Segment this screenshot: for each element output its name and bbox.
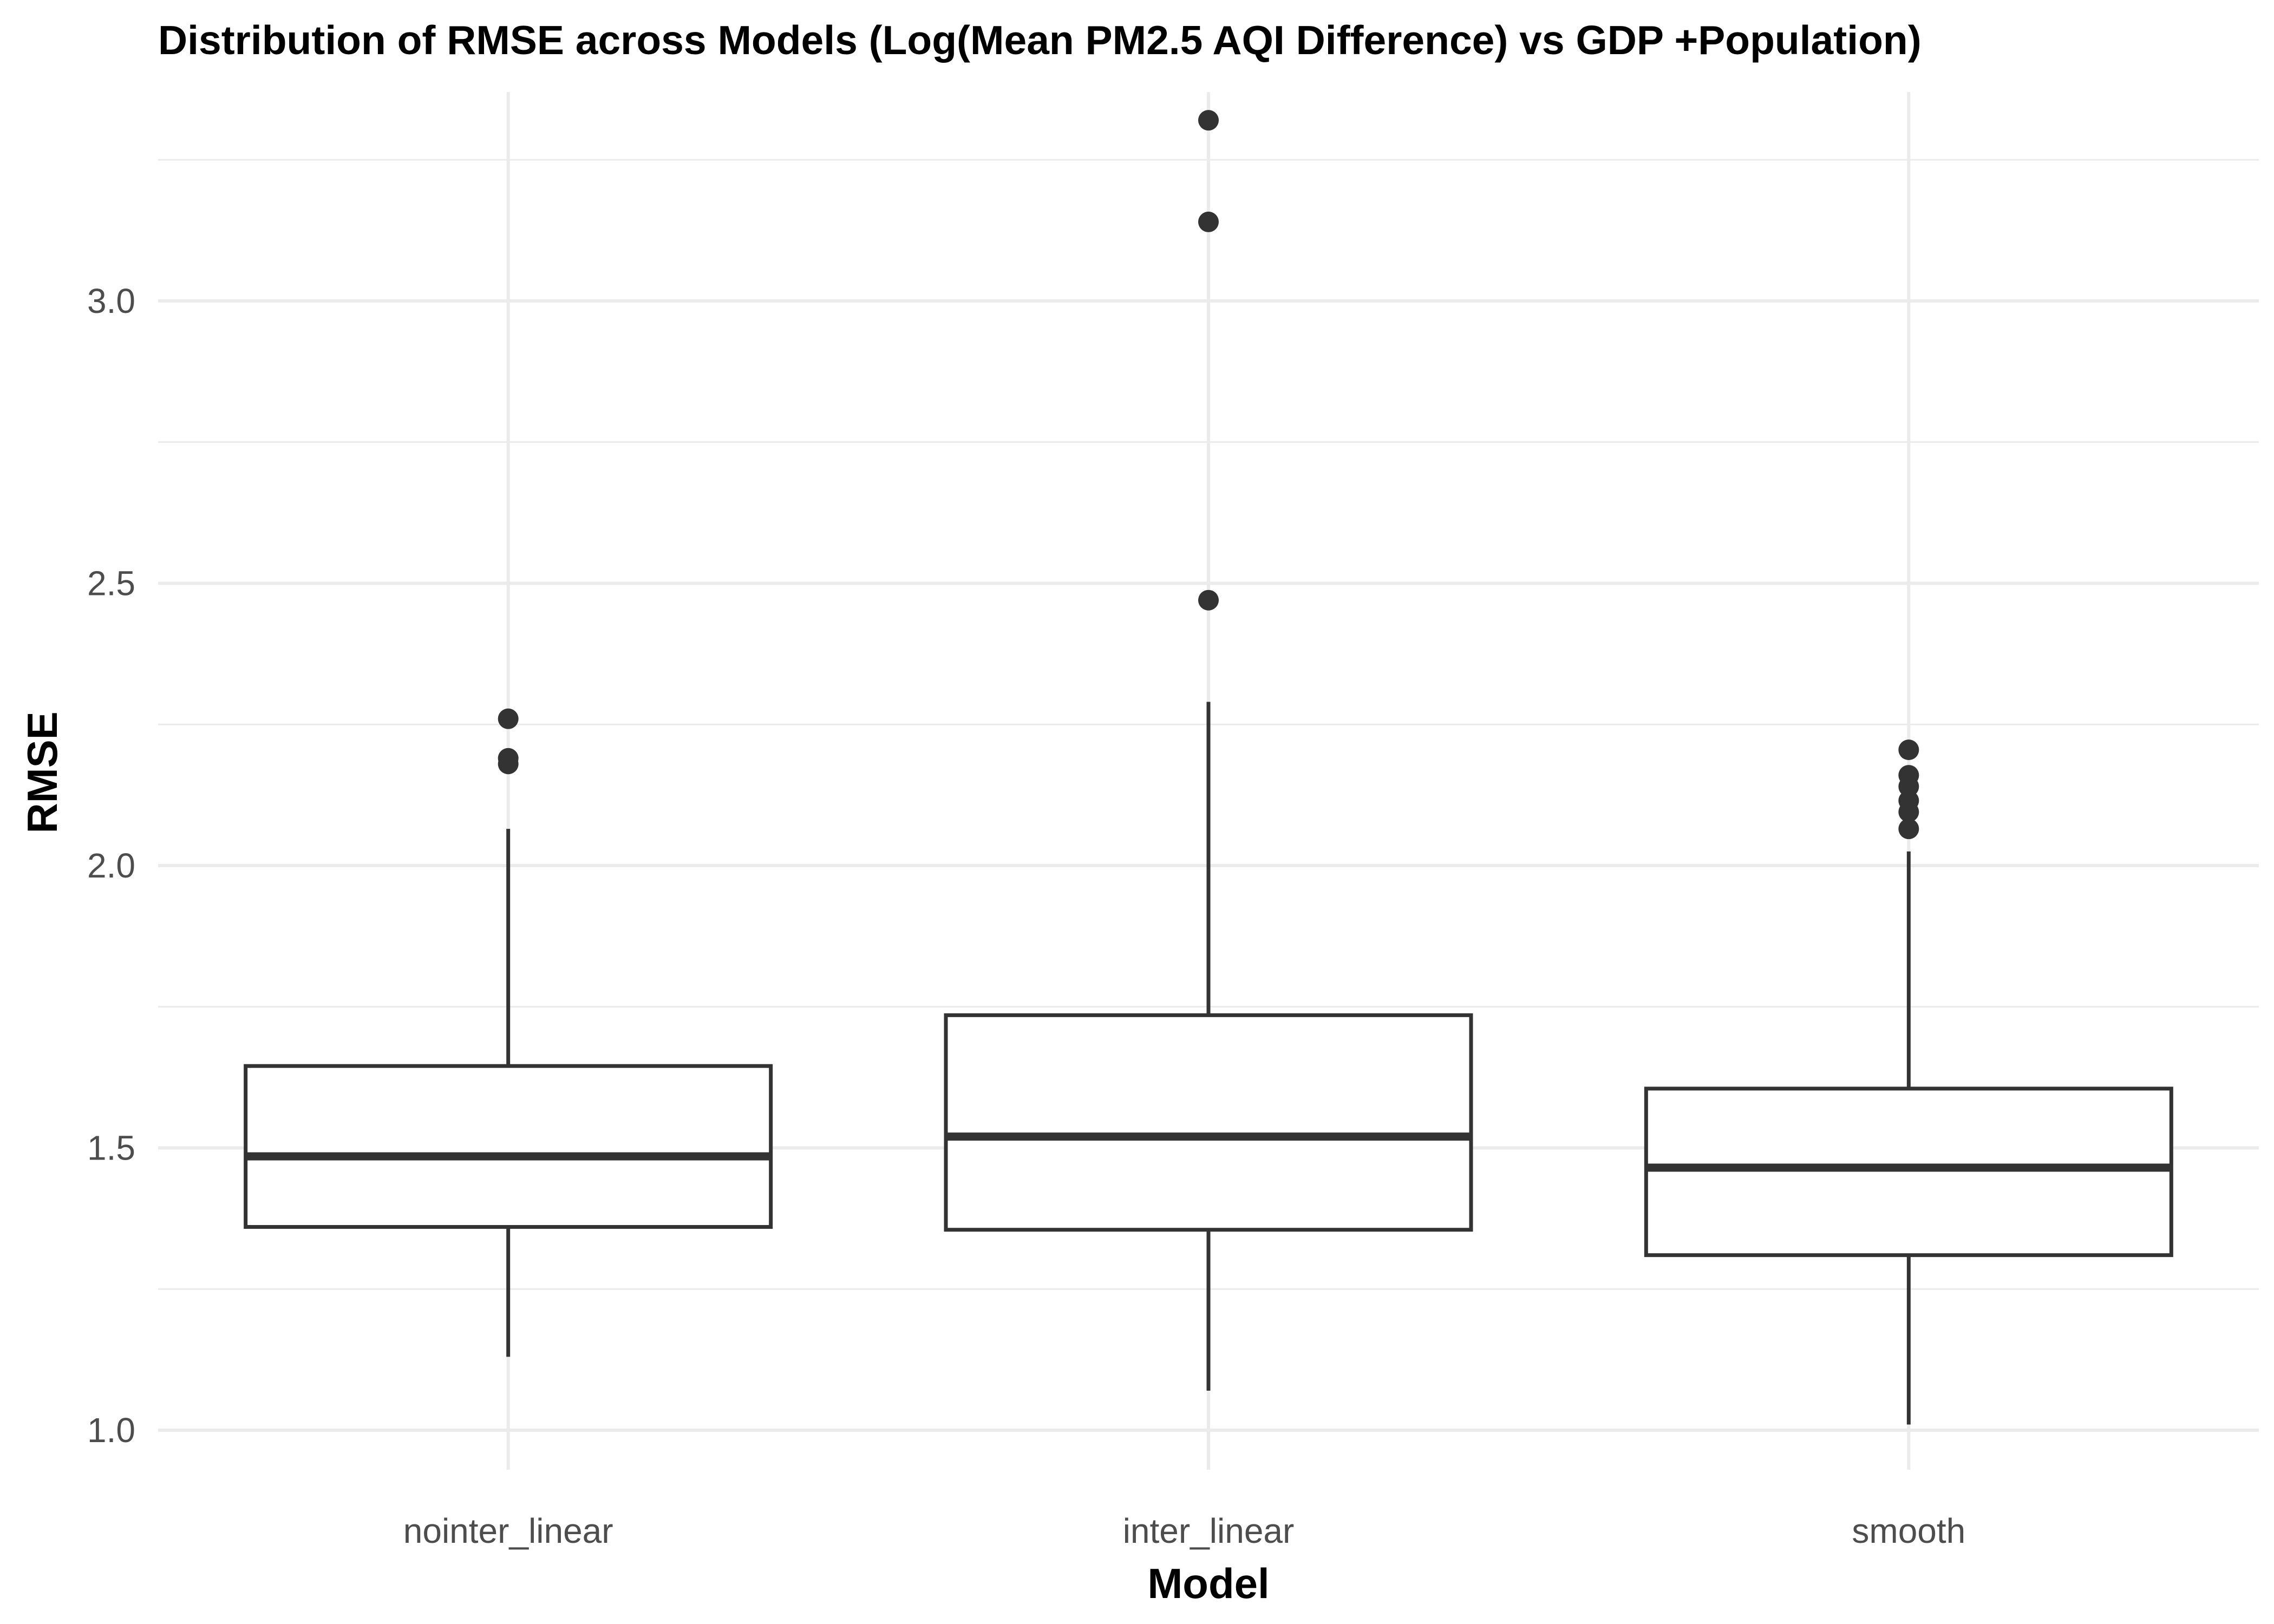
box-iqr bbox=[244, 1064, 773, 1229]
x-tick-label: smooth bbox=[1852, 1511, 1965, 1550]
outlier-point bbox=[1898, 790, 1919, 811]
box-smooth bbox=[1644, 739, 2173, 1425]
y-tick-label: 2.0 bbox=[87, 846, 135, 885]
y-tick-label: 1.0 bbox=[87, 1411, 135, 1450]
outlier-point bbox=[1198, 110, 1219, 131]
outlier-point bbox=[1198, 590, 1219, 611]
y-axis-title: RMSE bbox=[18, 711, 66, 833]
box-iqr bbox=[944, 1013, 1473, 1232]
outlier-point bbox=[1898, 765, 1919, 786]
outlier-point bbox=[498, 748, 519, 769]
outlier-point bbox=[1898, 818, 1919, 840]
y-tick-label: 1.5 bbox=[87, 1128, 135, 1167]
x-tick-label: nointer_linear bbox=[403, 1511, 613, 1550]
box-nointer_linear bbox=[244, 708, 773, 1357]
y-tick-label: 2.5 bbox=[87, 564, 135, 603]
chart-title: Distribution of RMSE across Models (Log(… bbox=[158, 17, 1922, 63]
y-tick-labels: 1.0 1.5 2.0 2.5 3.0 bbox=[87, 281, 135, 1450]
boxes bbox=[244, 110, 2173, 1425]
box-inter_linear bbox=[944, 110, 1473, 1391]
x-tick-label: inter_linear bbox=[1123, 1511, 1295, 1550]
outlier-point bbox=[1198, 211, 1219, 232]
outlier-point bbox=[498, 708, 519, 729]
x-axis-title: Model bbox=[1147, 1560, 1269, 1607]
y-tick-label: 3.0 bbox=[87, 281, 135, 320]
outlier-point bbox=[1898, 739, 1919, 761]
box-iqr bbox=[1644, 1086, 2173, 1258]
x-tick-labels: nointer_linear inter_linear smooth bbox=[403, 1511, 1966, 1550]
